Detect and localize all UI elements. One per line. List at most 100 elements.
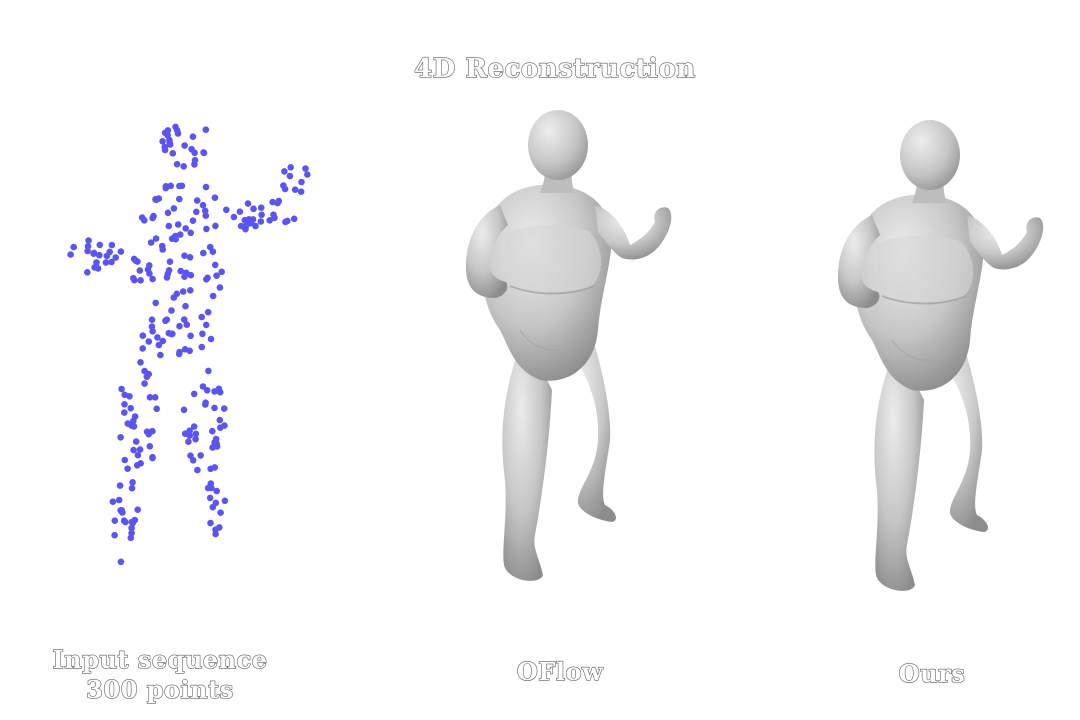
point [130, 417, 137, 425]
point [181, 252, 188, 259]
point [221, 497, 229, 505]
point [121, 391, 128, 399]
point [167, 182, 174, 190]
point [146, 394, 154, 401]
point [164, 209, 172, 217]
point [221, 422, 228, 429]
point [199, 383, 207, 390]
point [290, 215, 298, 223]
point [179, 288, 187, 295]
point [243, 221, 250, 229]
point [187, 271, 195, 279]
point [186, 347, 193, 355]
point [291, 186, 299, 193]
point [302, 165, 309, 172]
point [147, 239, 155, 246]
point [143, 373, 151, 381]
point [111, 531, 118, 539]
point [70, 243, 77, 251]
point [130, 446, 137, 454]
point [139, 332, 147, 340]
point [130, 255, 138, 263]
point [204, 308, 212, 316]
point [192, 430, 200, 438]
point [180, 316, 188, 323]
point [128, 518, 136, 526]
point [202, 321, 210, 329]
point [197, 452, 204, 459]
point [211, 261, 219, 269]
point [137, 277, 144, 284]
point [151, 394, 159, 401]
point [127, 534, 135, 542]
point [191, 149, 198, 157]
point [102, 259, 110, 266]
point [216, 416, 224, 424]
point [164, 270, 171, 278]
point [108, 241, 116, 249]
point [236, 208, 244, 215]
point [213, 441, 221, 448]
point [154, 334, 161, 341]
point [223, 206, 230, 214]
point [201, 207, 209, 215]
point [202, 126, 210, 133]
point [121, 409, 128, 416]
point [148, 323, 156, 330]
point [218, 268, 225, 276]
point [157, 351, 164, 359]
point [182, 225, 189, 232]
point [192, 435, 199, 443]
point [161, 146, 169, 154]
point [136, 446, 144, 453]
point [162, 183, 170, 190]
caption-ours: Ours [832, 658, 1032, 689]
point [230, 213, 238, 221]
point [124, 420, 132, 427]
point [207, 519, 214, 527]
point [152, 235, 160, 242]
point [84, 243, 92, 250]
point [109, 498, 117, 506]
point [181, 142, 188, 149]
point [117, 248, 125, 255]
point [207, 480, 215, 487]
point [121, 456, 129, 464]
point [165, 329, 173, 337]
point [90, 249, 98, 257]
point [152, 196, 159, 203]
point [200, 249, 207, 257]
point [138, 214, 146, 221]
point [180, 163, 187, 170]
oflow-mesh-figure [464, 109, 673, 582]
point [220, 405, 228, 412]
point [200, 149, 208, 157]
point [180, 406, 188, 414]
point [176, 195, 183, 203]
point [212, 222, 219, 230]
point [198, 343, 206, 351]
point [216, 388, 224, 396]
point [287, 164, 295, 171]
point [298, 178, 305, 186]
point [108, 258, 115, 266]
point [115, 496, 123, 504]
point [122, 518, 129, 526]
point [286, 172, 294, 180]
point [118, 385, 125, 393]
caption-input-sequence: Input sequence 300 points [40, 644, 280, 705]
point [257, 218, 265, 225]
point [121, 401, 128, 408]
point [134, 506, 141, 513]
point [203, 225, 210, 233]
point [176, 182, 183, 190]
point [164, 132, 171, 139]
point [85, 237, 92, 244]
point [141, 380, 148, 387]
point [174, 221, 182, 228]
point [186, 253, 194, 261]
point [206, 243, 214, 251]
point [211, 194, 219, 201]
point [284, 217, 291, 225]
point [269, 198, 277, 206]
